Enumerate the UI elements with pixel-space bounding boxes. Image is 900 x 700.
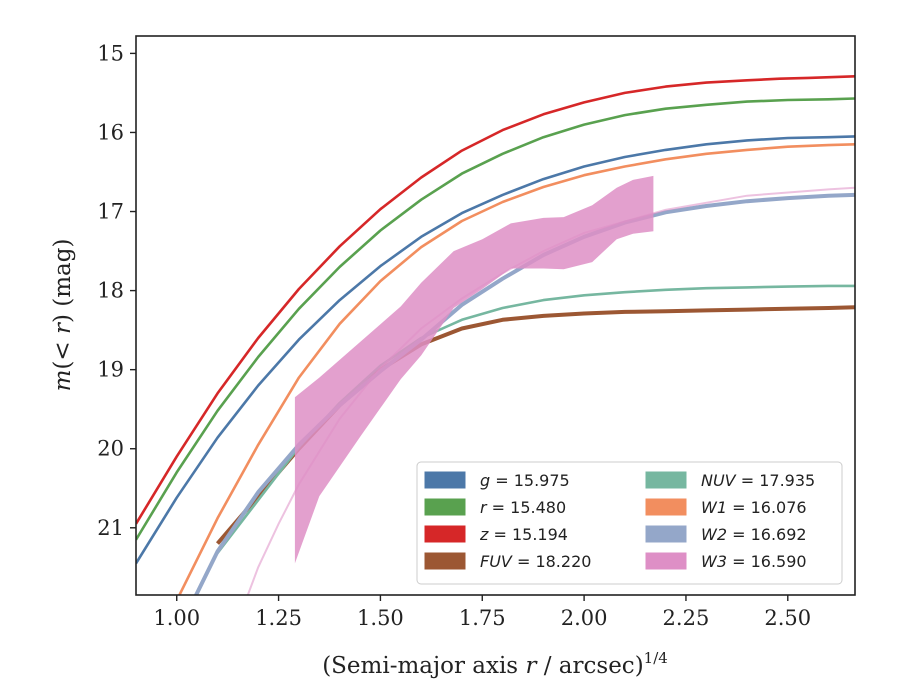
y-tick-label: 19 — [97, 358, 124, 382]
legend-swatch-w3 — [645, 552, 687, 570]
y-tick-label: 18 — [97, 279, 124, 303]
x-tick-label: 1.00 — [153, 606, 200, 630]
x-axis-label: (Semi-major axis r / arcsec)1/4 — [322, 649, 668, 679]
series-w3-band — [294, 175, 654, 564]
y-tick-label: 21 — [97, 516, 124, 540]
x-tick-label: 2.50 — [764, 606, 811, 630]
legend-label-g: g = 15.975 — [480, 471, 570, 490]
legend-label-r: r = 15.480 — [480, 498, 566, 517]
legend-swatch-w1 — [645, 498, 687, 516]
plot-frame — [135, 35, 856, 596]
legend-swatch-nuv — [645, 471, 687, 489]
y-tick-label: 16 — [97, 120, 124, 144]
legend: g = 15.975 r = 15.480 z = 15.194 FUV = 18.2… — [416, 461, 843, 585]
legend-label-w1: W1 = 16.076 — [701, 498, 807, 517]
legend-swatch-fuv — [424, 552, 466, 570]
legend-swatch-z — [424, 525, 466, 543]
legend-label-w3: W3 = 16.590 — [701, 552, 807, 571]
series-g-line — [136, 135, 855, 565]
y-tick-label: 20 — [97, 437, 124, 461]
legend-label-w2: W2 = 16.692 — [701, 525, 807, 544]
x-tick-label: 2.25 — [663, 606, 710, 630]
series-z-line — [136, 75, 855, 525]
y-axis-label: m(< r) (mag) — [50, 239, 76, 392]
series-r-line — [136, 97, 855, 541]
legend-swatch-g — [424, 471, 466, 489]
legend-label-fuv: FUV = 18.220 — [480, 552, 591, 571]
legend-swatch-w2 — [645, 525, 687, 543]
series-w1-line — [177, 143, 855, 595]
y-axis-ticks: 15 16 17 18 19 20 21 — [97, 41, 136, 540]
y-tick-label: 17 — [97, 200, 124, 224]
plot-series-layer — [136, 75, 855, 595]
x-tick-label: 1.75 — [459, 606, 506, 630]
legend-box — [416, 461, 843, 585]
legend-label-z: z = 15.194 — [479, 525, 568, 544]
legend-label-nuv: NUV = 17.935 — [701, 471, 815, 490]
x-tick-label: 2.00 — [561, 606, 608, 630]
legend-swatch-r — [424, 498, 466, 516]
x-axis-ticks: 1.00 1.25 1.50 1.75 2.00 2.25 2.50 — [153, 595, 811, 630]
x-tick-label: 1.50 — [357, 606, 404, 630]
y-tick-label: 15 — [97, 41, 124, 65]
x-tick-label: 1.25 — [255, 606, 302, 630]
